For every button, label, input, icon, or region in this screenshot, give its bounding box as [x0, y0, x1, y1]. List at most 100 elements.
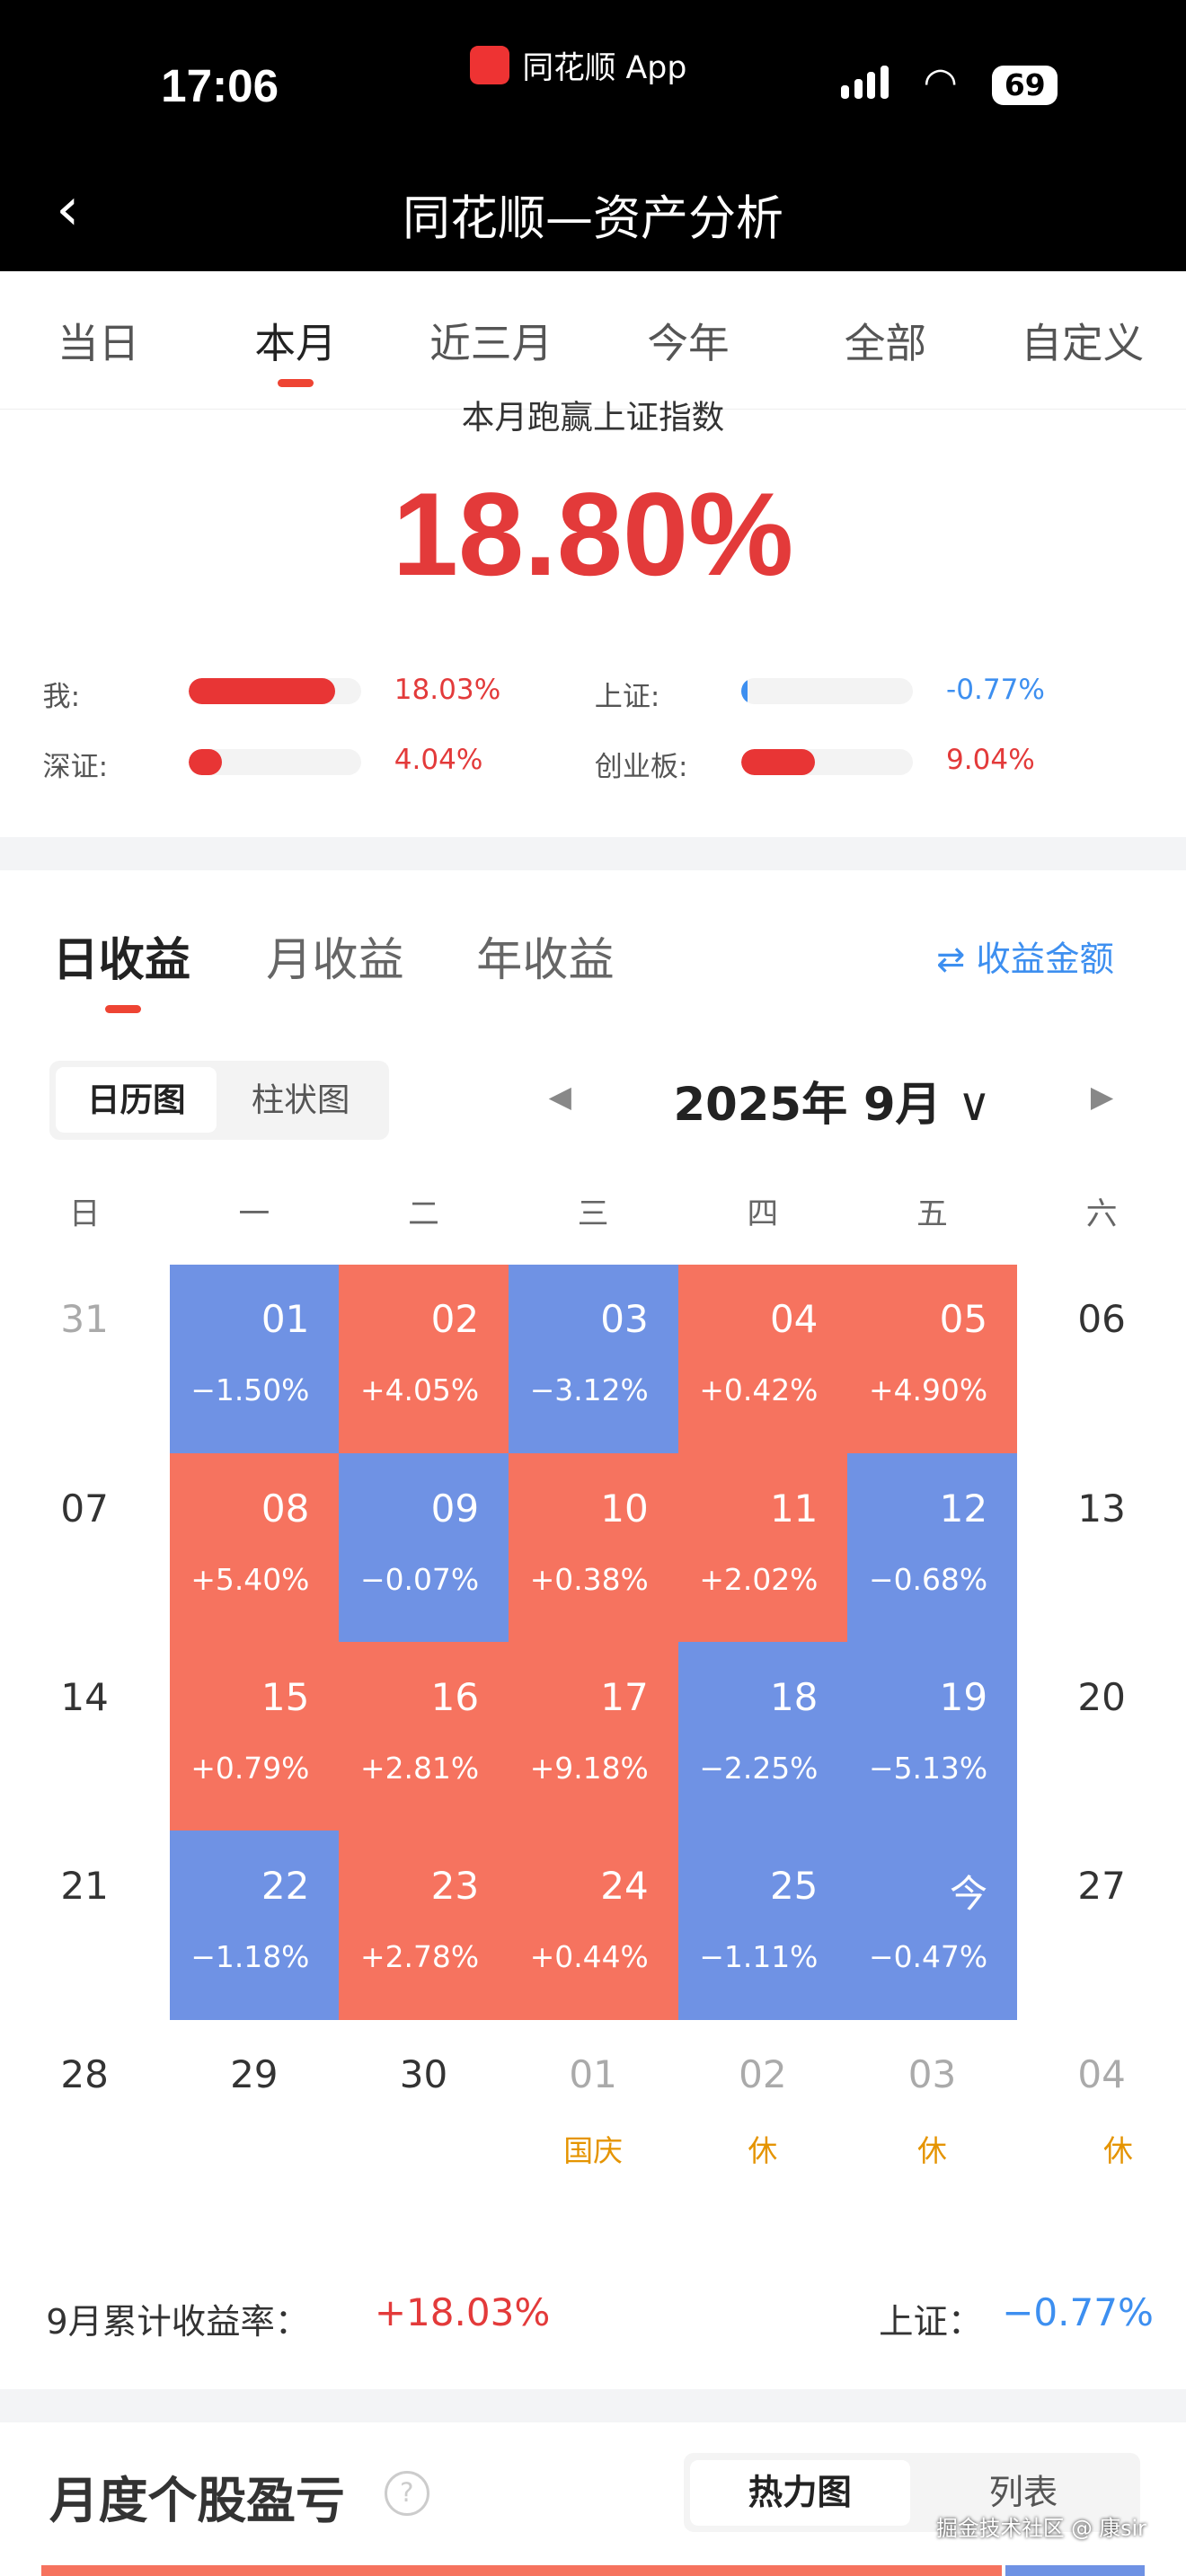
day-return: −1.11%: [699, 1939, 819, 1975]
day-return: −1.50%: [190, 1372, 310, 1408]
day-return: +0.42%: [699, 1372, 819, 1408]
holiday-label: 休: [1103, 2133, 1133, 2169]
calendar-day[interactable]: 04: [1077, 2052, 1126, 2097]
calendar-day-cell[interactable]: 17 +9.18%: [509, 1642, 678, 1831]
calendar-day[interactable]: 21: [60, 1864, 109, 1908]
calendar-day-cell[interactable]: 03 −3.12%: [509, 1264, 678, 1453]
day-return: −0.07%: [360, 1561, 480, 1597]
calendar-day-cell[interactable]: 22 −1.18%: [169, 1831, 340, 2020]
day-return: +2.02%: [699, 1561, 819, 1597]
day-return: −5.13%: [869, 1750, 988, 1786]
calendar-day-cell[interactable]: 25 −1.11%: [677, 1831, 848, 2020]
app-indicator: 同花顺 App: [469, 43, 687, 88]
app-name: 同花顺 App: [522, 49, 687, 86]
weekday-label: 二: [408, 1195, 439, 1232]
heatmap-tile[interactable]: [40, 2564, 1003, 2576]
status-time: 17:06: [161, 59, 279, 111]
weekday-label: 五: [916, 1195, 948, 1232]
day-number: 17: [600, 1674, 649, 1719]
tab-monthly-returns[interactable]: 月收益: [266, 933, 404, 988]
bar-label: 我:: [42, 680, 81, 713]
calendar-day-cell[interactable]: 19 −5.13%: [847, 1642, 1017, 1831]
tab-yearly-returns[interactable]: 年收益: [476, 933, 615, 988]
weekday-label: 三: [577, 1195, 609, 1232]
weekday-label: 一: [238, 1195, 270, 1232]
calendar-day-cell[interactable]: 11 +2.02%: [677, 1452, 848, 1643]
toggle-amount-button[interactable]: ⇄ 收益金额: [936, 931, 1114, 982]
tab-indicator: [277, 379, 314, 388]
wifi-icon: ◠: [923, 58, 958, 105]
month-picker[interactable]: 2025年 9月 ∨: [674, 1067, 991, 1134]
heatmap-button[interactable]: 热力图: [689, 2459, 910, 2526]
day-number: 19: [939, 1674, 988, 1719]
day-return: +0.38%: [529, 1561, 649, 1597]
index-label: 上证：: [879, 2301, 983, 2342]
day-number: 22: [261, 1864, 310, 1908]
day-return: −0.47%: [869, 1939, 988, 1975]
status-and-nav-bar: 17:06 同花顺 App ◠ 69 ‹ 同花顺—资产分析: [0, 0, 1186, 271]
calendar-day[interactable]: 07: [60, 1486, 109, 1531]
list-button[interactable]: 列表: [988, 2472, 1058, 2513]
summary-subtitle: 本月跑赢上证指数: [461, 398, 725, 437]
divider: [0, 837, 1186, 870]
day-return: −1.18%: [190, 1939, 310, 1975]
calendar-day-cell[interactable]: 12 −0.68%: [847, 1452, 1017, 1643]
calendar-day-cell[interactable]: 今 −0.47%: [847, 1831, 1017, 2020]
calendar-day-cell[interactable]: 09 −0.07%: [339, 1452, 509, 1643]
tab-daily-returns[interactable]: 日收益: [52, 933, 191, 988]
swap-icon: ⇄: [936, 939, 977, 980]
bar-fill: [740, 678, 748, 705]
calendar-day-cell[interactable]: 05 +4.90%: [847, 1264, 1017, 1453]
calendar-day-cell[interactable]: 01 −1.50%: [169, 1264, 340, 1453]
divider: [0, 2389, 1186, 2422]
index-value: −0.77%: [1002, 2290, 1154, 2335]
calendar-day[interactable]: 14: [60, 1674, 109, 1719]
tab-indicator: [105, 1004, 142, 1013]
tab-period[interactable]: 近三月: [429, 319, 553, 367]
heatmap-tile[interactable]: [1005, 2564, 1146, 2576]
tab-period[interactable]: 自定义: [1021, 319, 1145, 367]
calendar-day[interactable]: 27: [1077, 1864, 1126, 1908]
calendar-day[interactable]: 02: [739, 2052, 787, 2097]
day-number: 02: [430, 1297, 480, 1342]
prev-month-button[interactable]: ◀: [548, 1079, 571, 1115]
calendar-day-cell[interactable]: 23 +2.78%: [339, 1831, 509, 2020]
day-number: 18: [769, 1674, 819, 1719]
calendar-day[interactable]: 01: [569, 2052, 617, 2097]
day-number: 12: [939, 1486, 988, 1531]
day-return: −3.12%: [529, 1372, 649, 1408]
tab-period[interactable]: 本月: [254, 319, 337, 367]
calendar-day-cell[interactable]: 04 +0.42%: [677, 1264, 848, 1453]
outperform-value: 18.80%: [392, 468, 794, 601]
calendar-day-cell[interactable]: 02 +4.05%: [339, 1264, 509, 1453]
calendar-day-cell[interactable]: 16 +2.81%: [339, 1642, 509, 1831]
tab-period[interactable]: 当日: [58, 319, 140, 367]
back-button[interactable]: ‹: [56, 173, 80, 243]
stocks-view-switch: 热力图 列表: [683, 2453, 1140, 2533]
calendar-day[interactable]: 06: [1077, 1297, 1126, 1342]
calendar-day-cell[interactable]: 24 +0.44%: [509, 1831, 678, 2020]
day-return: +2.81%: [360, 1750, 480, 1786]
calendar-day-cell[interactable]: 10 +0.38%: [509, 1452, 678, 1643]
day-number: 08: [261, 1486, 310, 1531]
day-number: 10: [600, 1486, 649, 1531]
calendar-day[interactable]: 29: [230, 2052, 279, 2097]
tab-period[interactable]: 全部: [844, 319, 927, 367]
calendar-day[interactable]: 28: [60, 2052, 109, 2097]
bar-view-button[interactable]: 柱状图: [251, 1081, 350, 1120]
calendar-day[interactable]: 20: [1077, 1674, 1126, 1719]
calendar-day-cell[interactable]: 15 +0.79%: [169, 1642, 340, 1831]
calendar-view-button[interactable]: 日历图: [56, 1067, 217, 1134]
day-return: +5.40%: [190, 1561, 310, 1597]
tab-period[interactable]: 今年: [647, 319, 730, 367]
bar-label: 创业板:: [594, 751, 688, 784]
calendar-day-cell[interactable]: 18 −2.25%: [677, 1642, 848, 1831]
calendar-day[interactable]: 13: [1077, 1486, 1126, 1531]
calendar-day[interactable]: 31: [60, 1297, 109, 1342]
next-month-button[interactable]: ▶: [1090, 1079, 1114, 1115]
day-number: 04: [769, 1297, 819, 1342]
calendar-day[interactable]: 30: [399, 2052, 448, 2097]
calendar-day[interactable]: 03: [907, 2052, 957, 2097]
calendar-day-cell[interactable]: 08 +5.40%: [169, 1452, 340, 1643]
help-icon[interactable]: ?: [384, 2471, 429, 2517]
